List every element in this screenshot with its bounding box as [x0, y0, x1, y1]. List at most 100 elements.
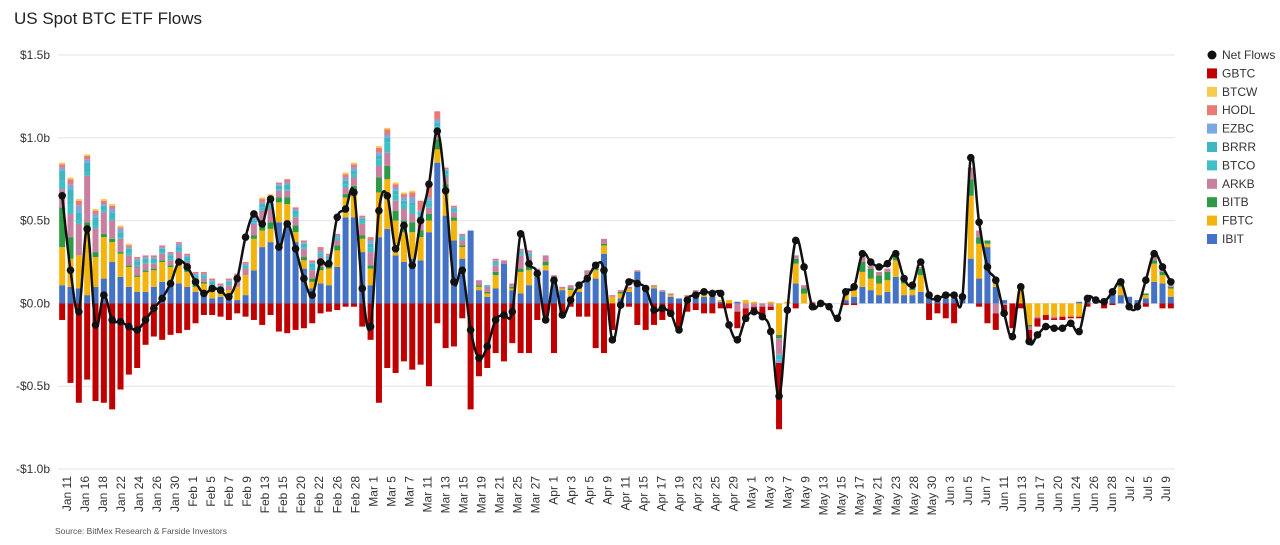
bar-ibit [75, 288, 82, 304]
bar-fbtc [1159, 275, 1166, 284]
legend-swatch-ibit [1207, 234, 1217, 244]
bar-ibit [134, 291, 141, 304]
net-flow-point [425, 180, 433, 188]
net-flow-point [566, 296, 575, 304]
bar-bitb [375, 177, 382, 193]
bar-bitb [317, 266, 324, 271]
net-flow-point [816, 299, 825, 308]
bar-arkb [500, 260, 507, 264]
bar-ibit [159, 281, 166, 304]
bar-btco [67, 204, 74, 214]
bar-ibit [317, 283, 324, 304]
bar-btcw [75, 199, 82, 201]
bar-btcw [100, 199, 107, 201]
y-tick-label: $0.0b [20, 296, 50, 310]
bar-bitb [300, 257, 307, 261]
bar-ezbc [309, 262, 316, 264]
bar-ibit [1001, 300, 1008, 304]
bar-gbtc [651, 303, 658, 325]
bar-ibit [534, 276, 541, 304]
net-flow-point [300, 274, 308, 283]
bar-ezbc [342, 177, 349, 181]
bar-ezbc [367, 240, 374, 244]
bar-arkb [584, 270, 591, 276]
bar-bitb [475, 285, 482, 287]
bar-ezbc [134, 258, 141, 262]
bar-ibit [200, 295, 207, 304]
net-flow-point [650, 306, 658, 314]
bar-gbtc [726, 303, 733, 309]
bar-fbtc [559, 288, 566, 291]
bar-bitb [92, 252, 99, 258]
bar-ibit [1109, 293, 1116, 304]
bar-hodl [184, 253, 191, 256]
bar-arkb [859, 257, 866, 262]
net-flows-line [58, 127, 1175, 400]
bar-bitb [492, 271, 499, 276]
bar-gbtc [976, 303, 983, 307]
bar-fbtc [859, 271, 866, 287]
x-tick-label: Jun 7 [979, 476, 993, 506]
bar-ibit [709, 296, 716, 304]
bar-gbtc [209, 303, 216, 315]
bar-btco [334, 238, 341, 241]
net-flow-point [1142, 276, 1150, 285]
bar-gbtc [225, 303, 232, 320]
net-flow-point [58, 191, 66, 200]
legend-label-arkb: ARKB [1222, 177, 1255, 191]
bar-gbtc [242, 303, 249, 317]
x-tick-label: Apr 23 [691, 476, 705, 512]
net-flow-point [833, 314, 842, 323]
net-flow-point [716, 289, 725, 298]
legend-label-net-flows: Net Flows [1222, 48, 1275, 62]
net-flow-point [475, 354, 483, 362]
bar-ibit [842, 300, 849, 304]
bar-arkb [609, 295, 616, 297]
bar-arkb [225, 285, 232, 291]
net-flow-point [158, 294, 166, 303]
bar-hodl [167, 252, 174, 254]
bar-hodl [100, 200, 107, 205]
net-flow-point [458, 266, 467, 275]
bar-bitb [876, 275, 883, 284]
net-flow-point [966, 153, 975, 162]
bar-hodl [159, 245, 166, 248]
bar-fbtc [651, 286, 658, 289]
bar-bitb [392, 210, 399, 221]
net-flow-point [758, 312, 767, 321]
bar-bitb [417, 230, 424, 238]
bar-gbtc [734, 311, 741, 329]
legend-label-btco: BTCO [1222, 158, 1255, 172]
net-flow-point [1083, 294, 1092, 303]
net-flow-point [925, 291, 933, 299]
bar-arkb [634, 270, 641, 272]
bar-ibit [400, 262, 407, 304]
legend-label-gbtc: GBTC [1222, 66, 1256, 80]
bar-ibit [584, 281, 591, 304]
bar-arkb [967, 167, 974, 180]
bar-ibit [375, 237, 382, 304]
bar-gbtc [575, 303, 582, 317]
bar-ibit [367, 285, 374, 304]
bar-fbtc [892, 260, 899, 277]
bar-brrr [209, 281, 216, 284]
bar-arkb [117, 238, 124, 253]
x-tick-label: Feb 28 [348, 476, 362, 514]
bar-ibit [267, 242, 274, 304]
bar-fbtc [434, 149, 441, 163]
bar-btcw [259, 197, 266, 200]
net-flow-point [733, 336, 742, 344]
bar-brrr [292, 210, 299, 214]
net-flow-point [858, 249, 867, 258]
bar-brrr [259, 204, 266, 208]
bar-fbtc [767, 301, 774, 304]
bar-fbtc [125, 266, 132, 287]
bar-brrr [75, 212, 82, 221]
bar-gbtc [1159, 303, 1166, 309]
x-tick-label: May 28 [907, 476, 921, 516]
bar-arkb [367, 252, 374, 266]
bar-gbtc [59, 303, 66, 320]
bar-fbtc [200, 283, 207, 296]
bar-gbtc [467, 303, 474, 410]
net-flow-point [391, 244, 400, 253]
